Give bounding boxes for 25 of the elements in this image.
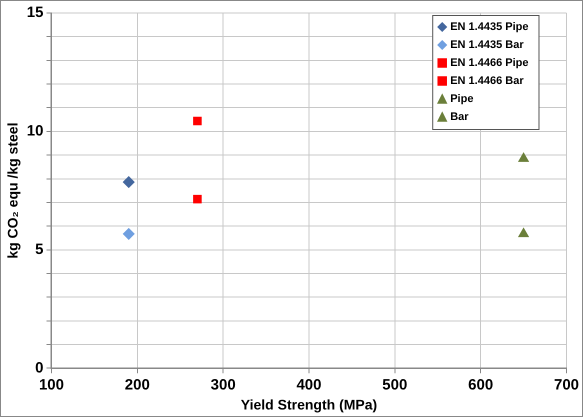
legend-label: EN 1.4466 Pipe [450,57,528,70]
y-tick-label: 5 [35,240,44,258]
x-tick-label: 100 [38,376,64,394]
legend-label: EN 1.4435 Bar [450,39,524,52]
point [193,194,202,204]
y-tick-label: 0 [35,359,44,376]
x-tick-label: 500 [382,376,408,394]
point [122,176,134,188]
point [122,228,134,240]
x-tick-label: 300 [210,376,236,394]
x-axis-title: Yield Strength (MPa) [240,396,378,412]
y-tick-label: 15 [26,4,44,22]
y-tick-label: 10 [26,122,44,140]
x-tick-label: 200 [124,376,150,394]
y-axis-title: kg CO₂ equ /kg steel [4,122,20,259]
x-tick-label: 600 [468,376,494,394]
x-tick-label: 700 [554,376,579,394]
legend-label: EN 1.4466 Bar [450,75,524,88]
legend-label: Bar [450,111,470,124]
legend-label: Pipe [450,93,474,106]
x-tick-label: 400 [296,376,322,394]
point [193,116,202,126]
point [518,152,529,162]
legend-label: EN 1.4435 Pipe [450,21,528,34]
point [518,228,529,238]
